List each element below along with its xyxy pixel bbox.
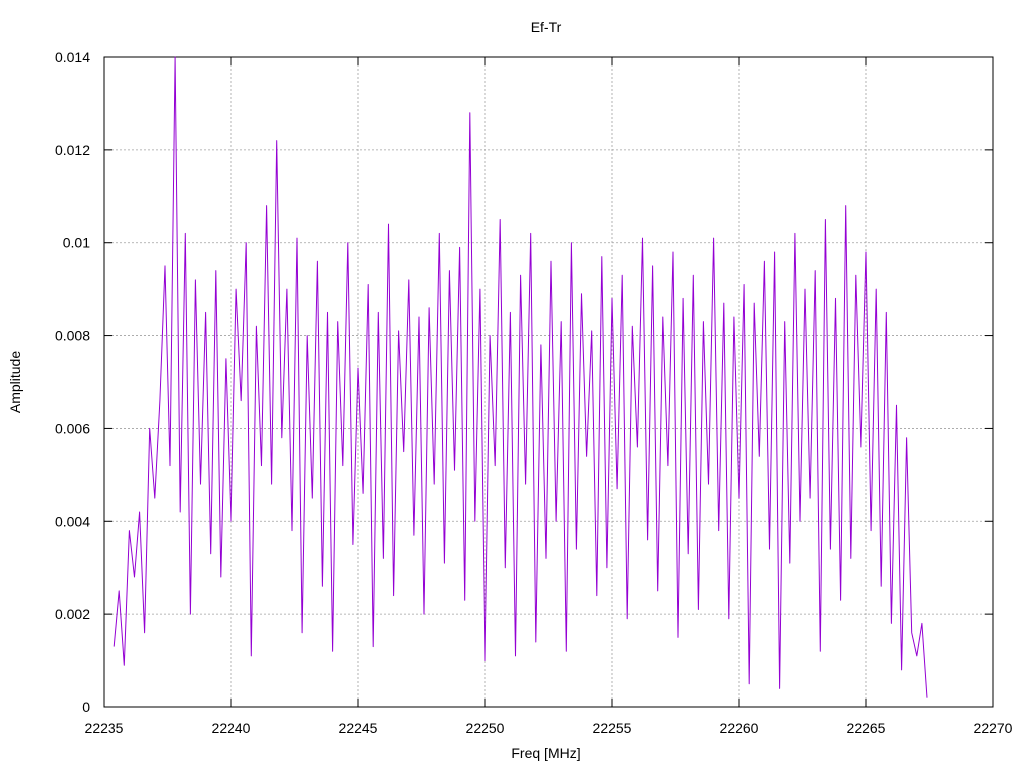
grid-lines [104, 57, 993, 707]
x-tick-label: 22255 [593, 720, 632, 736]
tick-marks [103, 56, 994, 708]
plot-frame [103, 56, 994, 708]
x-tick-label: 22260 [720, 720, 759, 736]
y-tick-labels: 0 0.002 0.004 0.006 0.008 0.01 0.012 0.0… [55, 49, 90, 715]
y-tick-label: 0.014 [55, 49, 90, 65]
y-tick-label: 0.012 [55, 142, 90, 158]
y-tick-label: 0.006 [55, 420, 90, 436]
x-tick-label: 22250 [466, 720, 505, 736]
x-tick-labels: 22235 22240 22245 22250 22255 22260 2226… [85, 720, 1013, 736]
y-tick-label: 0 [82, 699, 90, 715]
x-axis-label: Freq [MHz] [511, 745, 580, 761]
x-tick-label: 22240 [212, 720, 251, 736]
x-tick-label: 22245 [339, 720, 378, 736]
x-tick-label: 22265 [847, 720, 886, 736]
x-tick-label: 22235 [85, 720, 124, 736]
x-tick-label: 22270 [974, 720, 1013, 736]
y-tick-label: 0.004 [55, 513, 90, 529]
chart-title: Ef-Tr [531, 19, 562, 35]
y-axis-label: Amplitude [7, 351, 23, 413]
y-tick-label: 0.002 [55, 606, 90, 622]
y-tick-label: 0.008 [55, 328, 90, 344]
y-tick-label: 0.01 [63, 235, 90, 251]
series-line [113, 56, 928, 698]
